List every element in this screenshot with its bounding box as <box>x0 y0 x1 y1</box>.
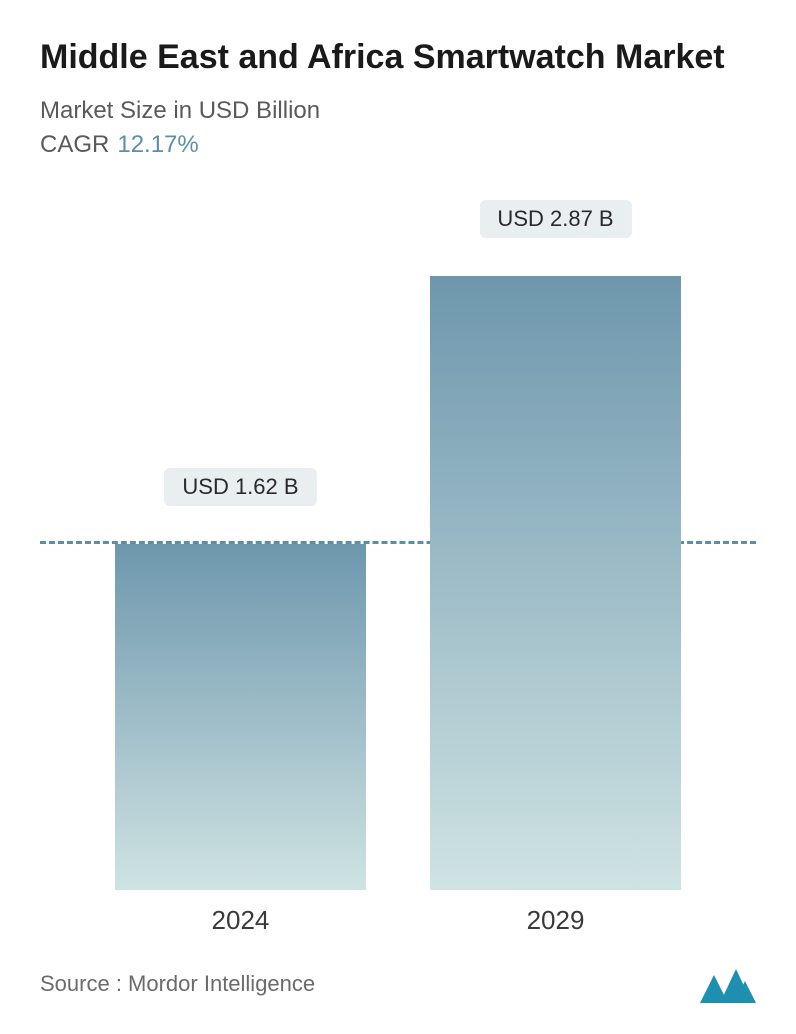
cagr-label: CAGR <box>40 131 109 158</box>
source-text: Source : Mordor Intelligence <box>40 971 315 997</box>
bar <box>430 276 681 890</box>
bar-value-label: USD 2.87 B <box>479 200 631 238</box>
chart-subtitle: Market Size in USD Billion <box>40 97 756 125</box>
chart-title: Middle East and Africa Smartwatch Market <box>40 36 756 79</box>
chart-plot: USD 1.62 B USD 2.87 B <box>40 177 756 891</box>
x-axis-label: 2024 <box>212 905 270 936</box>
cagr-line: CAGR 12.17% <box>40 131 756 159</box>
x-axis-label: 2029 <box>527 905 585 936</box>
mordor-intelligence-logo-icon <box>700 965 756 1003</box>
bar-value-label: USD 1.62 B <box>164 468 316 506</box>
chart-footer: Source : Mordor Intelligence <box>40 962 756 1006</box>
bar <box>115 544 366 890</box>
cagr-value: 12.17% <box>117 131 198 158</box>
chart-area: USD 1.62 B USD 2.87 B 2024 2029 <box>40 177 756 963</box>
